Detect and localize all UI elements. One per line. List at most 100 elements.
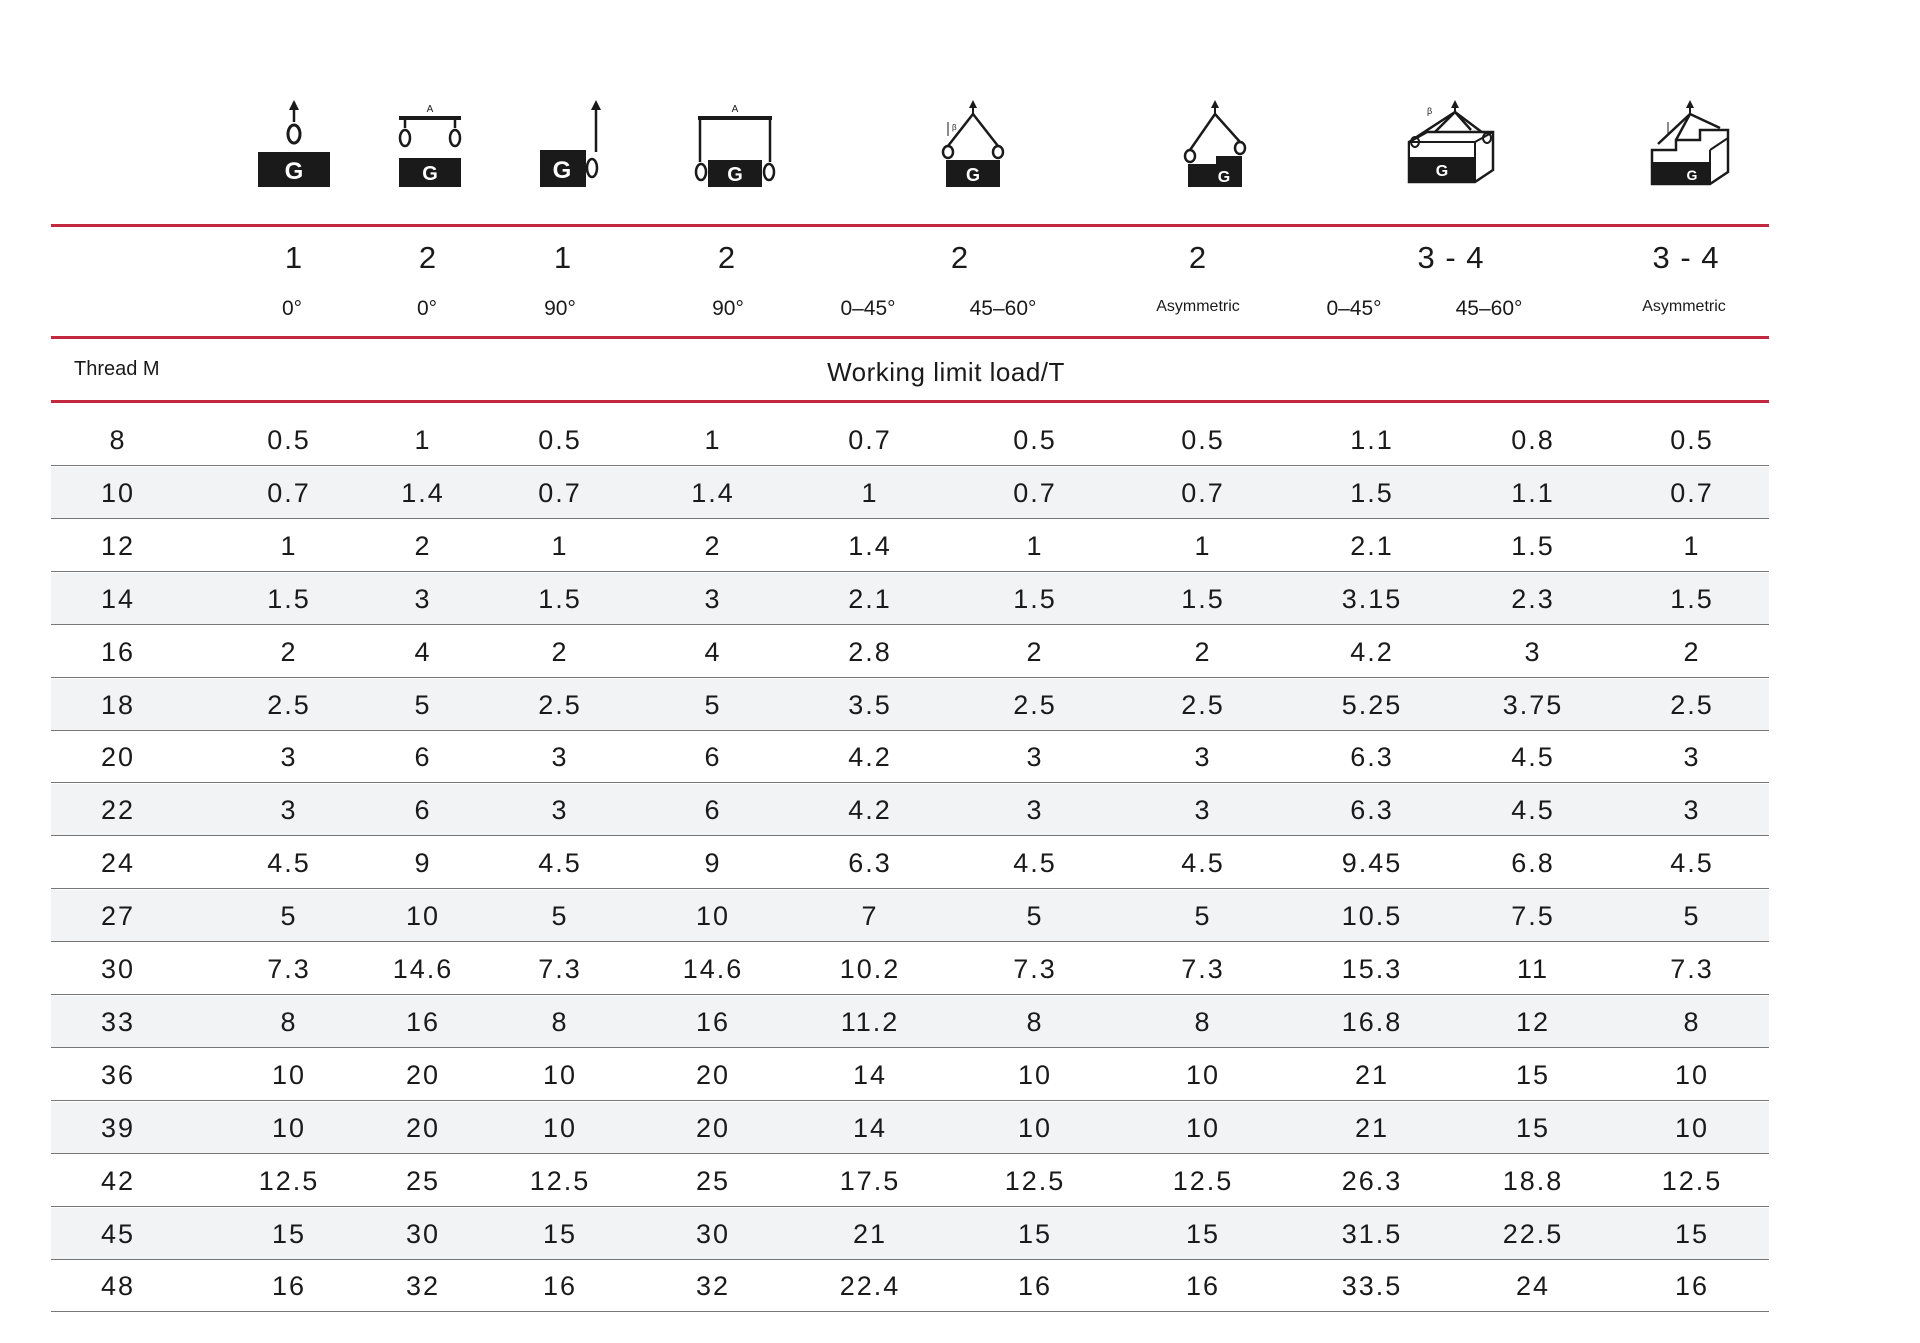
load-value-cell: 16.8 (1341, 1006, 1403, 1037)
load-value-cell: 20 (405, 1112, 441, 1143)
svg-text:G: G (727, 164, 743, 186)
load-value-cell: 3 (414, 583, 432, 614)
load-value-cell: 15 (1515, 1112, 1551, 1143)
leg-count-4: 2 (717, 240, 737, 275)
thread-size-cell: 42 (100, 1165, 136, 1196)
load-value-cell: 1.5 (1013, 583, 1057, 614)
load-value-cell: 5.25 (1341, 689, 1403, 720)
angle-label-6: Asymmetric (1156, 298, 1240, 315)
load-value-cell: 0.7 (1670, 477, 1714, 508)
load-value-cell: 12.5 (1172, 1165, 1234, 1196)
thread-size-cell: 22 (100, 795, 136, 826)
load-value-cell: 21 (1354, 1112, 1390, 1143)
load-value-cell: 32 (405, 1271, 441, 1302)
load-value-cell: 1 (704, 425, 722, 455)
load-value-cell: 6 (414, 795, 432, 826)
angle-label-3: 90° (544, 297, 576, 320)
load-value-cell: 8 (280, 1006, 298, 1037)
load-value-cell: 4 (414, 636, 432, 667)
svg-text:G: G (1687, 167, 1698, 183)
load-value-cell: 2.1 (848, 583, 892, 614)
load-value-cell: 10.2 (839, 954, 901, 984)
load-value-cell: 16 (542, 1271, 578, 1302)
load-value-cell: 24 (1515, 1271, 1551, 1302)
thread-size-cell: 45 (100, 1218, 136, 1249)
load-value-cell: 3 (280, 795, 298, 826)
svg-text:A: A (427, 104, 434, 115)
load-value-cell: 31.5 (1341, 1218, 1403, 1249)
thread-size-cell: 24 (100, 848, 136, 879)
load-value-cell: 3 (1194, 795, 1212, 826)
angle-label-5b: 45–60° (969, 297, 1037, 320)
load-value-cell: 30 (405, 1218, 441, 1249)
thread-size-cell: 12 (100, 530, 136, 561)
load-value-cell: 4.5 (1511, 795, 1555, 826)
load-value-cell: 10 (1017, 1112, 1053, 1143)
thread-size-cell: 30 (100, 954, 136, 984)
load-value-cell: 1 (1194, 530, 1212, 561)
load-value-cell: 1.1 (1511, 477, 1555, 508)
load-value-cell: 21 (1354, 1059, 1390, 1090)
svg-text:G: G (422, 163, 438, 185)
load-value-cell: 10.5 (1341, 901, 1403, 932)
load-value-cell: 32 (695, 1271, 731, 1302)
load-value-cell: 18.8 (1502, 1165, 1564, 1196)
load-value-cell: 1 (1026, 530, 1044, 561)
load-value-cell: 4.5 (538, 848, 582, 879)
load-value-cell: 3 (704, 583, 722, 614)
load-value-cell: 2.5 (1181, 689, 1225, 720)
table-row: 39 10 20 10 20 14 10 10 21 15 10 (51, 1101, 1769, 1154)
two-leg-sling-icon: β G (938, 100, 1008, 190)
load-value-cell: 15 (542, 1218, 578, 1249)
load-value-cell: 12.5 (529, 1165, 591, 1196)
thread-size-cell: 39 (100, 1112, 136, 1143)
svg-text:G: G (1436, 163, 1448, 180)
angle-label-7a: 0–45° (1326, 297, 1382, 320)
header-divider-bottom (51, 400, 1769, 403)
load-value-cell: 3.15 (1341, 583, 1403, 614)
load-value-cell: 16 (1674, 1271, 1710, 1302)
load-value-cell: 3 (280, 742, 298, 773)
load-value-cell: 5 (280, 901, 298, 932)
load-value-cell: 5 (1683, 901, 1701, 932)
load-value-cell: 1.4 (401, 477, 445, 508)
load-value-cell: 1.5 (1511, 530, 1555, 561)
load-value-cell: 1.5 (1670, 583, 1714, 614)
double-vertical-beam-lift-icon: A G (395, 100, 465, 190)
load-value-cell: 12.5 (258, 1165, 320, 1196)
load-value-cell: 14.6 (392, 954, 454, 984)
table-row: 12 1 2 1 2 1.4 1 1 2.1 1.5 1 (51, 520, 1769, 572)
load-value-cell: 3 (1026, 742, 1044, 773)
load-value-cell: 6.3 (1350, 742, 1394, 773)
thread-size-cell: 8 (109, 425, 127, 455)
load-value-cell: 2.3 (1511, 583, 1555, 614)
angle-label-5a: 0–45° (840, 297, 896, 320)
load-value-cell: 11.2 (840, 1006, 900, 1037)
load-value-cell: 10 (1017, 1059, 1053, 1090)
load-value-cell: 20 (405, 1059, 441, 1090)
table-row: 22 3 6 3 6 4.2 3 3 6.3 4.5 3 (51, 784, 1769, 837)
load-value-cell: 2 (280, 636, 298, 667)
angle-label-7b: 45–60° (1455, 297, 1523, 320)
load-value-cell: 7.5 (1511, 901, 1555, 932)
load-value-cell: 0.7 (1181, 477, 1225, 508)
svg-text:β: β (952, 123, 957, 132)
load-value-cell: 8 (551, 1006, 569, 1037)
working-limit-load-header: Working limit load/T (827, 357, 1065, 387)
load-value-cell: 2 (1683, 636, 1701, 667)
thread-size-cell: 20 (100, 742, 136, 773)
load-value-cell: 3 (1683, 742, 1701, 773)
thread-size-cell: 36 (100, 1059, 136, 1090)
load-value-cell: 2.1 (1350, 530, 1394, 561)
load-value-cell: 0.5 (538, 425, 582, 455)
load-value-cell: 3 (1524, 636, 1542, 667)
load-value-cell: 9 (414, 848, 432, 879)
load-value-cell: 12 (1515, 1006, 1551, 1037)
load-value-cell: 10 (405, 901, 441, 932)
table-row: 10 0.7 1.4 0.7 1.4 1 0.7 0.7 1.5 1.1 0.7 (51, 466, 1769, 519)
load-value-cell: 6 (414, 742, 432, 773)
load-value-cell: 1 (280, 530, 298, 561)
load-value-cell: 4.5 (1181, 848, 1225, 879)
thread-size-cell: 16 (100, 636, 136, 667)
svg-text:G: G (966, 165, 980, 185)
